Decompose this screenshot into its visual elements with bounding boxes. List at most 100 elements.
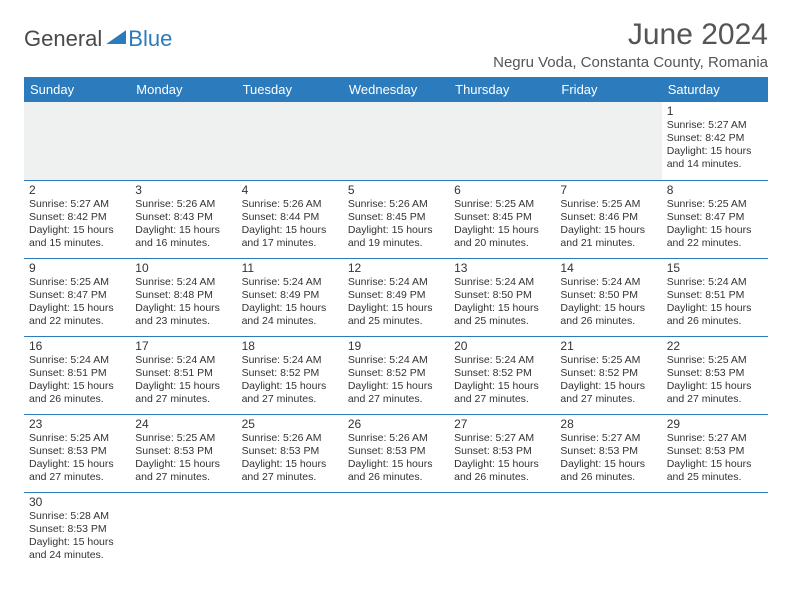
calendar-cell: 23Sunrise: 5:25 AMSunset: 8:53 PMDayligh… [24, 414, 130, 492]
cell-line: Sunset: 8:42 PM [29, 211, 125, 224]
cell-line: Daylight: 15 hours [29, 224, 125, 237]
calendar-cell: 11Sunrise: 5:24 AMSunset: 8:49 PMDayligh… [237, 258, 343, 336]
calendar-cell: 16Sunrise: 5:24 AMSunset: 8:51 PMDayligh… [24, 336, 130, 414]
day-number: 15 [667, 261, 763, 275]
calendar-cell: 20Sunrise: 5:24 AMSunset: 8:52 PMDayligh… [449, 336, 555, 414]
cell-line: and 27 minutes. [242, 393, 338, 406]
calendar-cell [343, 492, 449, 570]
dayheader-sat: Saturday [662, 77, 768, 102]
calendar-cell: 26Sunrise: 5:26 AMSunset: 8:53 PMDayligh… [343, 414, 449, 492]
day-number: 4 [242, 183, 338, 197]
calendar-cell: 4Sunrise: 5:26 AMSunset: 8:44 PMDaylight… [237, 180, 343, 258]
day-number: 13 [454, 261, 550, 275]
day-number: 20 [454, 339, 550, 353]
cell-line: Sunrise: 5:27 AM [560, 432, 656, 445]
cell-line: Daylight: 15 hours [667, 458, 763, 471]
calendar-week: 16Sunrise: 5:24 AMSunset: 8:51 PMDayligh… [24, 336, 768, 414]
dayheader-mon: Monday [130, 77, 236, 102]
cell-line: Sunrise: 5:25 AM [667, 354, 763, 367]
cell-line: Sunrise: 5:26 AM [135, 198, 231, 211]
cell-line: Sunrise: 5:24 AM [454, 276, 550, 289]
cell-line: and 26 minutes. [560, 471, 656, 484]
calendar-cell: 10Sunrise: 5:24 AMSunset: 8:48 PMDayligh… [130, 258, 236, 336]
cell-line: Sunrise: 5:24 AM [135, 354, 231, 367]
cell-line: Daylight: 15 hours [348, 380, 444, 393]
cell-line: Sunset: 8:49 PM [242, 289, 338, 302]
cell-line: Sunset: 8:52 PM [560, 367, 656, 380]
calendar-cell: 28Sunrise: 5:27 AMSunset: 8:53 PMDayligh… [555, 414, 661, 492]
day-number: 2 [29, 183, 125, 197]
cell-line: and 27 minutes. [29, 471, 125, 484]
cell-line: Daylight: 15 hours [560, 224, 656, 237]
cell-line: Sunrise: 5:26 AM [242, 198, 338, 211]
cell-line: Sunset: 8:53 PM [454, 445, 550, 458]
calendar-cell [555, 492, 661, 570]
cell-line: Daylight: 15 hours [242, 380, 338, 393]
cell-line: Sunset: 8:53 PM [560, 445, 656, 458]
calendar-cell: 5Sunrise: 5:26 AMSunset: 8:45 PMDaylight… [343, 180, 449, 258]
calendar-cell: 21Sunrise: 5:25 AMSunset: 8:52 PMDayligh… [555, 336, 661, 414]
calendar-cell: 29Sunrise: 5:27 AMSunset: 8:53 PMDayligh… [662, 414, 768, 492]
day-number: 10 [135, 261, 231, 275]
calendar-cell: 30Sunrise: 5:28 AMSunset: 8:53 PMDayligh… [24, 492, 130, 570]
cell-line: Daylight: 15 hours [29, 458, 125, 471]
dayheader-wed: Wednesday [343, 77, 449, 102]
day-header-row: Sunday Monday Tuesday Wednesday Thursday… [24, 77, 768, 102]
cell-line: and 14 minutes. [667, 158, 763, 171]
cell-line: Sunset: 8:51 PM [667, 289, 763, 302]
cell-line: Daylight: 15 hours [242, 302, 338, 315]
cell-line: Daylight: 15 hours [667, 380, 763, 393]
calendar-cell [449, 102, 555, 180]
cell-line: Daylight: 15 hours [29, 380, 125, 393]
cell-line: Sunrise: 5:24 AM [454, 354, 550, 367]
calendar-cell: 8Sunrise: 5:25 AMSunset: 8:47 PMDaylight… [662, 180, 768, 258]
cell-line: Sunrise: 5:25 AM [454, 198, 550, 211]
cell-line: Sunrise: 5:25 AM [560, 198, 656, 211]
cell-line: Sunrise: 5:27 AM [667, 119, 763, 132]
calendar-cell: 22Sunrise: 5:25 AMSunset: 8:53 PMDayligh… [662, 336, 768, 414]
calendar-cell: 14Sunrise: 5:24 AMSunset: 8:50 PMDayligh… [555, 258, 661, 336]
cell-line: and 27 minutes. [667, 393, 763, 406]
cell-line: and 27 minutes. [135, 471, 231, 484]
dayheader-thu: Thursday [449, 77, 555, 102]
calendar-cell: 18Sunrise: 5:24 AMSunset: 8:52 PMDayligh… [237, 336, 343, 414]
dayheader-sun: Sunday [24, 77, 130, 102]
calendar-cell: 2Sunrise: 5:27 AMSunset: 8:42 PMDaylight… [24, 180, 130, 258]
cell-line: and 24 minutes. [242, 315, 338, 328]
calendar-cell: 1Sunrise: 5:27 AMSunset: 8:42 PMDaylight… [662, 102, 768, 180]
day-number: 7 [560, 183, 656, 197]
cell-line: Sunset: 8:53 PM [29, 445, 125, 458]
cell-line: Daylight: 15 hours [242, 224, 338, 237]
dayheader-fri: Friday [555, 77, 661, 102]
calendar-cell: 13Sunrise: 5:24 AMSunset: 8:50 PMDayligh… [449, 258, 555, 336]
cell-line: Daylight: 15 hours [454, 302, 550, 315]
cell-line: and 22 minutes. [667, 237, 763, 250]
cell-line: Sunrise: 5:24 AM [348, 276, 444, 289]
day-number: 24 [135, 417, 231, 431]
day-number: 8 [667, 183, 763, 197]
day-number: 18 [242, 339, 338, 353]
cell-line: Sunset: 8:45 PM [348, 211, 444, 224]
cell-line: Daylight: 15 hours [454, 380, 550, 393]
day-number: 1 [667, 104, 763, 118]
cell-line: Sunrise: 5:24 AM [242, 276, 338, 289]
cell-line: Sunset: 8:43 PM [135, 211, 231, 224]
calendar-cell [555, 102, 661, 180]
cell-line: Daylight: 15 hours [348, 302, 444, 315]
cell-line: Daylight: 15 hours [135, 302, 231, 315]
cell-line: Daylight: 15 hours [560, 302, 656, 315]
calendar-cell [343, 102, 449, 180]
cell-line: and 27 minutes. [560, 393, 656, 406]
cell-line: and 26 minutes. [29, 393, 125, 406]
calendar-table: Sunday Monday Tuesday Wednesday Thursday… [24, 77, 768, 570]
cell-line: Sunrise: 5:24 AM [135, 276, 231, 289]
cell-line: Sunset: 8:53 PM [29, 523, 125, 536]
calendar-cell [130, 492, 236, 570]
calendar-cell: 6Sunrise: 5:25 AMSunset: 8:45 PMDaylight… [449, 180, 555, 258]
cell-line: Sunset: 8:52 PM [242, 367, 338, 380]
calendar-cell: 25Sunrise: 5:26 AMSunset: 8:53 PMDayligh… [237, 414, 343, 492]
day-number: 17 [135, 339, 231, 353]
cell-line: Sunrise: 5:26 AM [348, 432, 444, 445]
calendar-cell [662, 492, 768, 570]
calendar-cell: 17Sunrise: 5:24 AMSunset: 8:51 PMDayligh… [130, 336, 236, 414]
